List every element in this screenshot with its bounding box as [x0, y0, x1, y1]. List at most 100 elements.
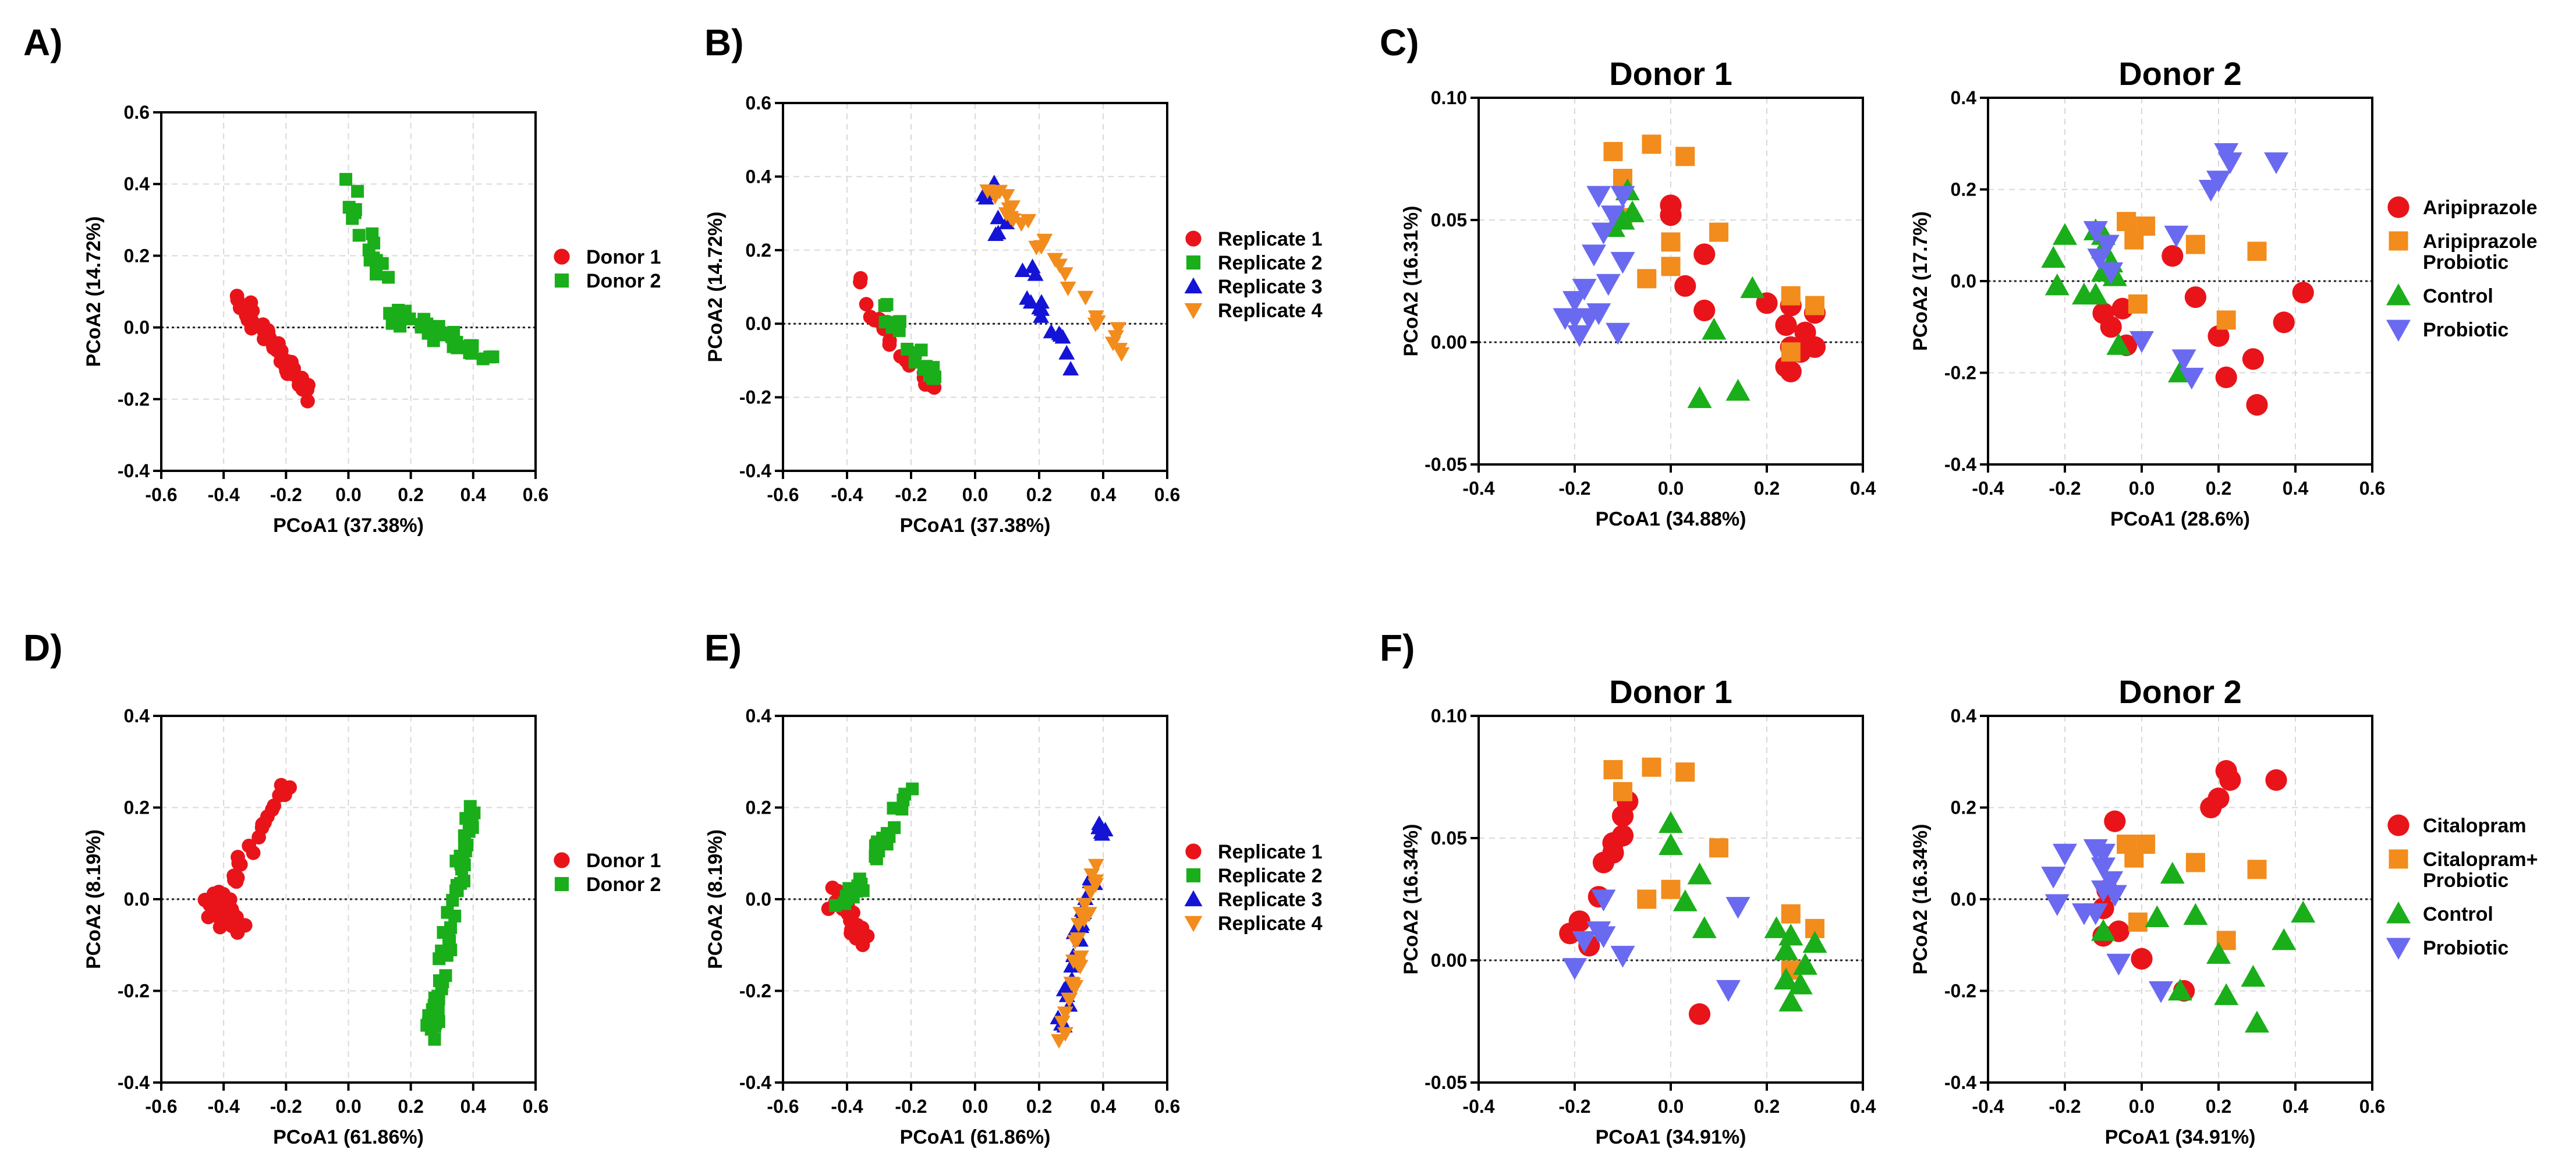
x-tick-label: -0.6 [767, 1096, 799, 1117]
x-tick-label: 0.2 [398, 484, 423, 505]
data-point [229, 910, 244, 925]
data-point [2291, 900, 2316, 923]
data-point [351, 184, 364, 198]
data-point [2104, 810, 2126, 832]
x-tick-label: 0.0 [962, 1096, 988, 1117]
data-point [445, 330, 458, 343]
data-point [2216, 310, 2236, 330]
legend-item: Probiotic [2386, 937, 2508, 960]
y-tick-label: 0.4 [124, 705, 150, 726]
data-point [2206, 942, 2231, 964]
legend-item: Donor 2 [554, 874, 661, 896]
y-tick-label: 0.10 [1431, 705, 1467, 726]
data-point [2099, 262, 2124, 285]
data-point [1613, 782, 1632, 801]
data-point [367, 236, 381, 250]
data-point [1716, 980, 1741, 1002]
data-point [292, 378, 306, 392]
data-point [1097, 821, 1114, 836]
data-point [1764, 916, 1789, 938]
y-tick-label: 0.00 [1431, 332, 1467, 353]
data-point [2129, 331, 2154, 353]
points [2041, 143, 2314, 416]
data-point [1740, 276, 1765, 299]
data-point [230, 871, 245, 886]
data-point [2124, 230, 2144, 250]
data-point [262, 330, 277, 345]
data-point [2242, 348, 2264, 370]
y-tick-label: -0.4 [118, 1072, 150, 1093]
data-point [1058, 345, 1075, 360]
chart-b: B) -0.6 -0.4 -0.2 0.0 0.2 0.4 0.6 -0.4 -0.2 0.0 0.2… [704, 22, 1323, 537]
x-axis-label: PCoA1 (34.91%) [2105, 1126, 2256, 1148]
data-point [1661, 257, 1681, 276]
data-point [339, 173, 353, 186]
legend-item: Replicate 2 [1186, 865, 1323, 887]
y-axis-label: PCoA2 (14.72%) [704, 212, 727, 363]
data-point [2149, 981, 2173, 1003]
data-point [1610, 186, 1635, 208]
legend-marker [554, 852, 570, 868]
data-point [1576, 308, 1601, 330]
legend-label: Replicate 1 [1218, 841, 1323, 863]
legend-marker [2387, 814, 2410, 836]
data-point [352, 229, 366, 242]
data-point [1673, 889, 1698, 911]
x-tick-label: 0.4 [460, 1096, 487, 1117]
series-replicate-4 [979, 184, 1130, 362]
series-replicate-2 [829, 782, 919, 912]
chart-c2: Donor 2 -0.4 -0.2 0.0 0.2 0.4 0.6 -0.4 -0.2 0.0 0.… [1909, 55, 2537, 530]
data-point [898, 787, 912, 801]
x-tick-label: -0.4 [1972, 478, 2004, 499]
data-point [2072, 903, 2096, 925]
x-tick-label: 0.4 [1850, 1096, 1876, 1117]
legend-label: Probiotic [2423, 319, 2508, 341]
data-point [1642, 757, 1661, 777]
data-point [1052, 327, 1069, 342]
x-axis-label: PCoA1 (37.38%) [273, 514, 424, 537]
legend-label: Donor 1 [586, 246, 661, 268]
x-tick-label: 0.6 [1154, 1096, 1180, 1117]
data-point [1802, 931, 1827, 953]
data-point [274, 778, 289, 793]
data-point [1778, 924, 1803, 946]
legend-label: Aripiprazole [2423, 230, 2537, 253]
x-tick-label: 0.2 [2206, 478, 2231, 499]
data-point [1692, 916, 1717, 938]
data-point [1033, 240, 1050, 255]
y-tick-label: -0.4 [1944, 1072, 1976, 1093]
data-point [213, 893, 228, 908]
data-point [363, 253, 377, 267]
x-tick-label: -0.2 [270, 484, 302, 505]
legend-label: Probiotic [2423, 870, 2508, 892]
data-point [2185, 853, 2205, 872]
data-point [2241, 964, 2266, 987]
data-point [1675, 147, 1695, 166]
x-tick-label: 0.2 [1026, 1096, 1052, 1117]
data-point [851, 879, 864, 893]
y-tick-label: -0.2 [739, 387, 771, 408]
data-point [2091, 857, 2116, 879]
legend-label: Replicate 4 [1218, 913, 1323, 935]
data-point [2215, 366, 2237, 388]
legend-label: Replicate 3 [1218, 276, 1323, 298]
y-tick-label: -0.2 [1944, 363, 1976, 384]
x-tick-label: 0.0 [1658, 1096, 1684, 1117]
data-point [869, 850, 882, 863]
y-tick-label: 0.4 [746, 166, 772, 187]
data-point [1553, 308, 1578, 330]
legend-item: Donor 2 [554, 270, 661, 292]
legend-label: Citalopram [2423, 815, 2527, 837]
data-point [1603, 760, 1623, 779]
data-point [2245, 1010, 2269, 1033]
y-tick-label: 0.0 [746, 889, 771, 910]
data-point [2247, 860, 2267, 879]
data-point [2053, 843, 2077, 866]
y-axis-label: PCoA2 (16.34%) [1909, 824, 1932, 975]
y-tick-label: 0.0 [746, 313, 771, 334]
data-point [1661, 879, 1681, 899]
y-tick-label: 0.10 [1431, 87, 1467, 108]
data-point [908, 356, 922, 369]
data-point [2162, 245, 2184, 267]
